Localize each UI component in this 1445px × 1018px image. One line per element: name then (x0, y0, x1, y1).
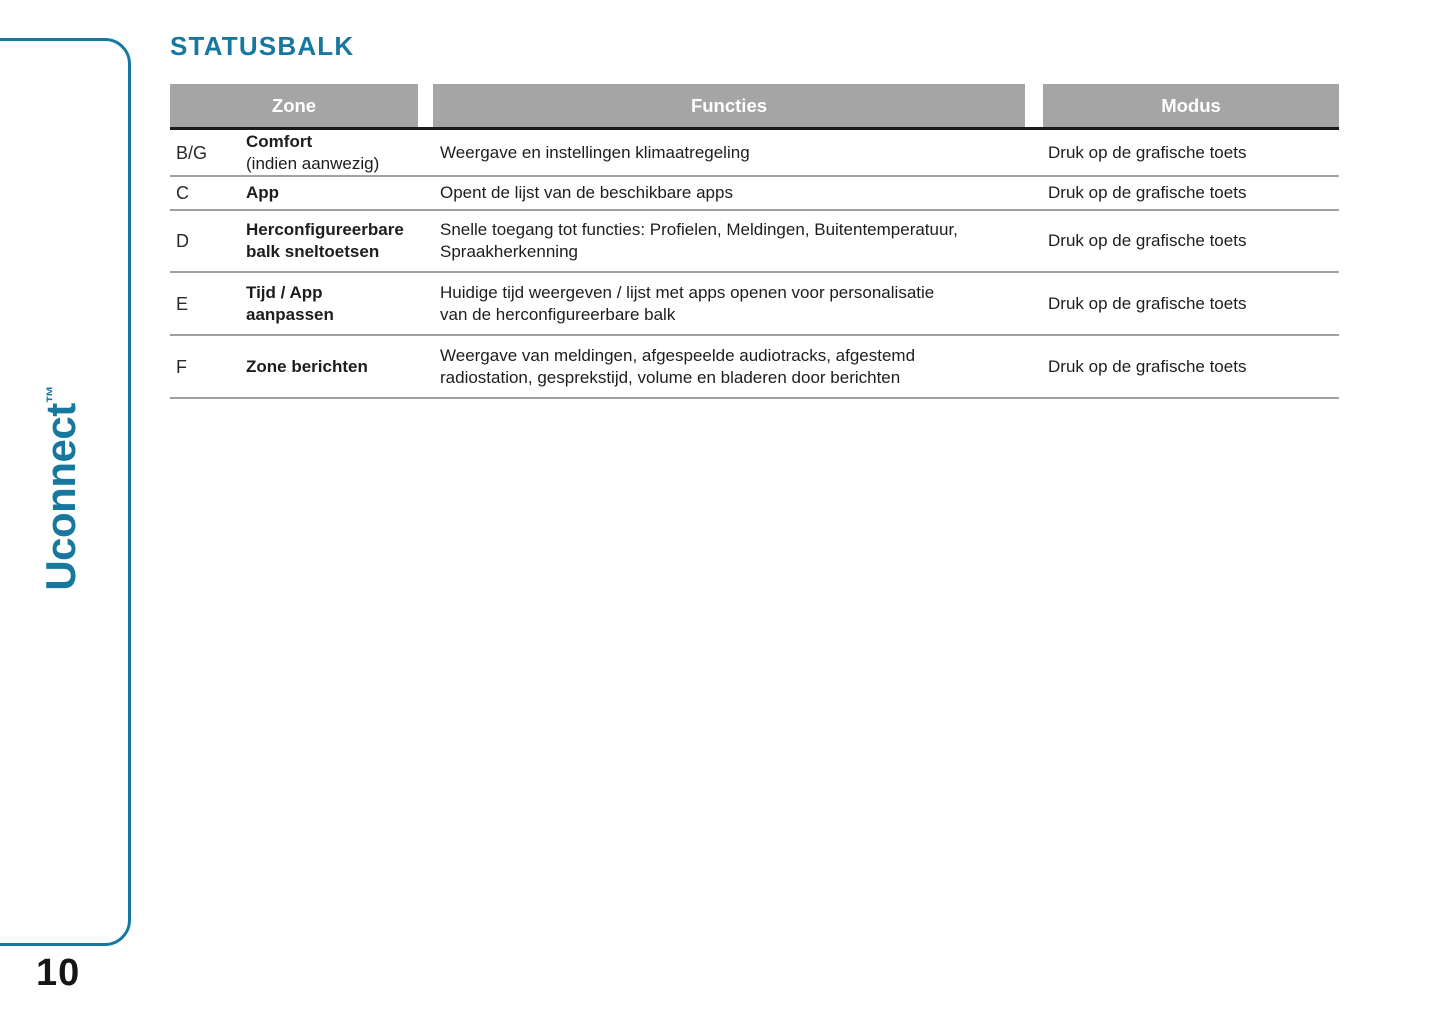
column-header-modus: Modus (1043, 84, 1339, 127)
table-row-d: D Herconfigureerbare balk sneltoetsen Sn… (170, 211, 1339, 273)
zone-name-cell: Tijd / App aanpassen (246, 273, 418, 334)
function-description: Weergave van meldingen, afgespeelde audi… (440, 345, 916, 387)
page-title: STATUSBALK (170, 31, 355, 61)
zone-name: Zone berichten (246, 356, 368, 376)
modus-description: Druk op de grafische toets (1048, 142, 1247, 162)
column-gap (1025, 130, 1043, 175)
column-gap (1025, 211, 1043, 271)
function-description: Huidige tijd weergeven / lijst met apps … (440, 282, 935, 324)
modus-description: Druk op de grafische toets (1048, 356, 1247, 376)
table-row-bg: B/G Comfort (indien aanwezig) Weergave en… (170, 130, 1339, 177)
zone-name-cell: Herconfigureerbare balk sneltoetsen (246, 211, 418, 271)
zone-name: App (246, 183, 280, 202)
zone-name-wrap: Zone berichten (246, 356, 368, 378)
modus-description: Druk op de grafische toets (1048, 293, 1247, 313)
zone-name-wrap: Tijd / App aanpassen (246, 282, 334, 326)
table-row-f: F Zone berichten Weergave van meldingen,… (170, 336, 1339, 399)
zone-letter: D (176, 231, 189, 251)
table-row-e: E Tijd / App aanpassen Huidige tijd weer… (170, 273, 1339, 336)
header-column-gap (418, 84, 433, 127)
zone-name-wrap: Herconfigureerbare balk sneltoetsen (246, 219, 404, 263)
zone-letter: F (176, 356, 187, 377)
sidebar-frame (0, 38, 131, 946)
function-description: Opent de lijst van de beschikbare apps (440, 183, 733, 202)
table-row-c: C App Opent de lijst van de beschikbare … (170, 177, 1339, 211)
column-gap (418, 177, 433, 209)
zone-name-wrap: Comfort (indien aanwezig) (246, 131, 379, 175)
function-description: Snelle toegang tot functies: Profielen, … (440, 220, 958, 261)
column-gap (418, 211, 433, 271)
trademark-symbol: ™ (43, 385, 63, 404)
column-header-functies: Functies (433, 84, 1025, 127)
uconnect-logo-text: Uconnect (37, 403, 84, 591)
zone-name-note: (indien aanwezig) (246, 153, 380, 173)
modus-description: Druk op de grafische toets (1048, 183, 1247, 202)
column-gap (1025, 273, 1043, 334)
zone-letter: C (176, 183, 189, 203)
zone-letter: E (176, 293, 189, 314)
column-gap (1025, 336, 1043, 397)
zone-name-wrap: App (246, 182, 279, 204)
header-column-gap (1025, 84, 1043, 127)
function-description: Weergave en instellingen klimaatregeling (440, 142, 750, 162)
page-number: 10 (36, 952, 81, 994)
zone-name-cell: App (246, 177, 418, 209)
zone-name: Herconfigureerbare balk sneltoetsen (246, 220, 404, 261)
zone-name-cell: Comfort (indien aanwezig) (246, 130, 418, 175)
uconnect-logo: Uconnect™ (37, 385, 85, 590)
column-header-zone: Zone (170, 84, 418, 127)
zone-letter: B/G (176, 142, 208, 163)
table-header-row: Zone Functies Modus (170, 84, 1339, 130)
column-gap (1025, 177, 1043, 209)
statusbar-table: Zone Functies Modus B/G Comfort (indien a… (170, 84, 1339, 399)
zone-name: Tijd / App aanpassen (246, 282, 334, 324)
zone-name: Comfort (246, 131, 313, 151)
column-gap (418, 336, 433, 397)
column-gap (418, 273, 433, 334)
modus-description: Druk op de grafische toets (1048, 231, 1247, 250)
zone-name-cell: Zone berichten (246, 336, 418, 397)
column-gap (418, 130, 433, 175)
